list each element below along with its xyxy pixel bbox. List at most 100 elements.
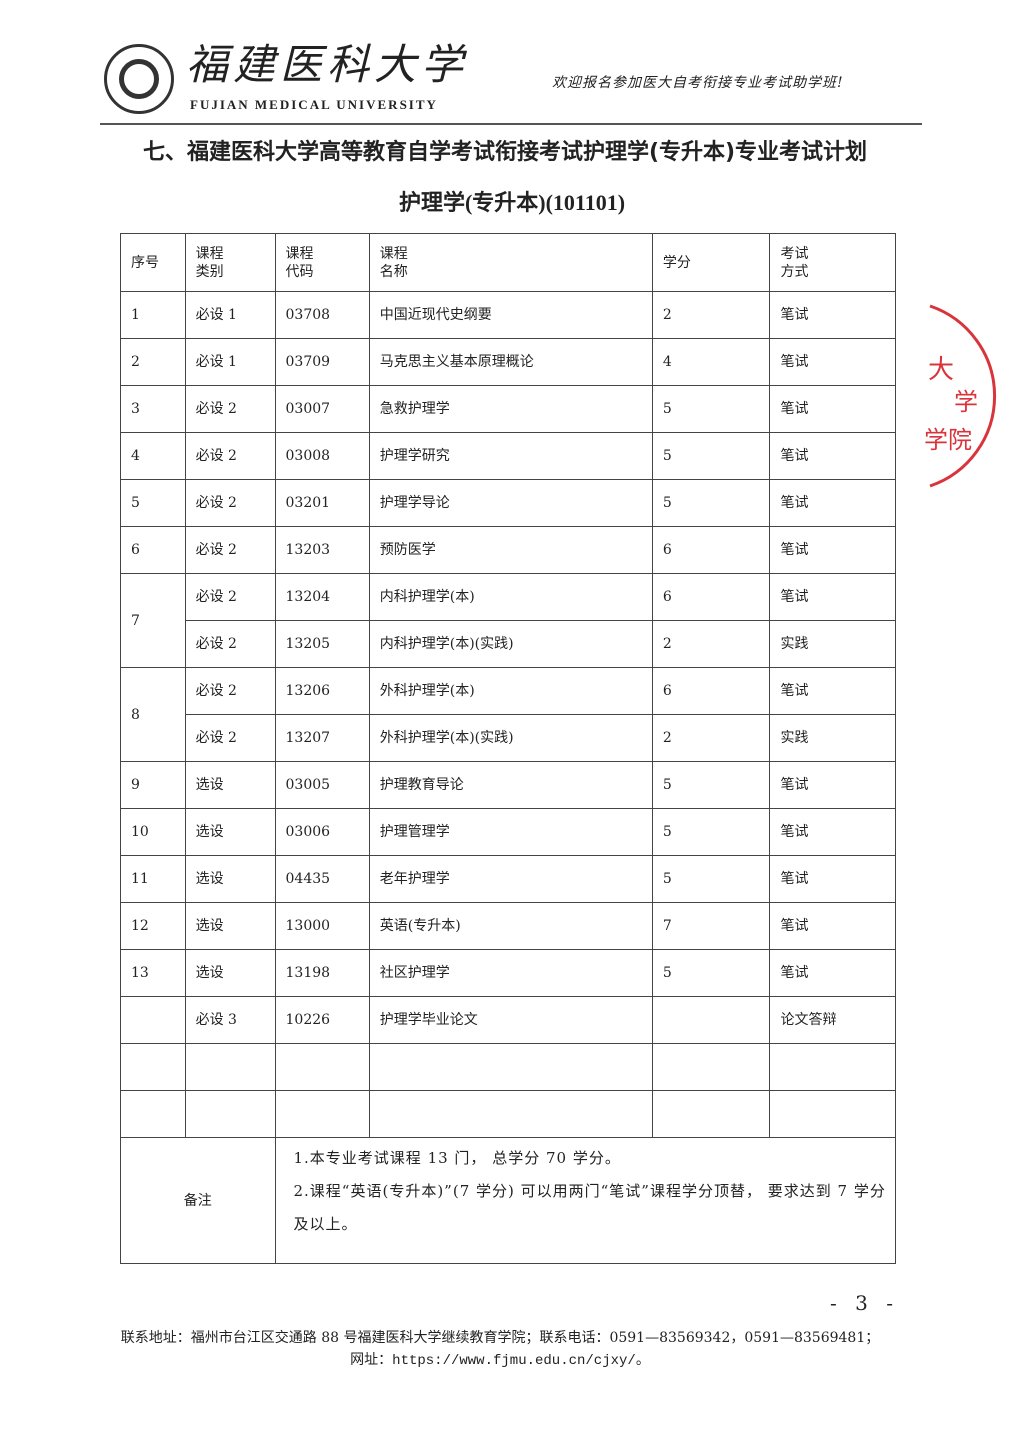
row-seq: 13: [120, 949, 186, 997]
course-credits: 5: [651, 432, 771, 480]
header-credits-label: 学分: [662, 254, 691, 271]
page-number: - 3 -: [830, 1291, 899, 1315]
course-category: 选设: [184, 761, 276, 809]
course-method: 笔试: [769, 902, 896, 950]
course-category: 必设 2: [184, 714, 276, 762]
course-category: 必设 2: [184, 526, 276, 574]
course-name: 护理学毕业论文: [368, 996, 653, 1044]
row-seq: 4: [120, 432, 186, 480]
course-credits: [651, 1090, 771, 1138]
table-row: 必设 2 13205 内科护理学(本)(实践) 2 实践: [121, 620, 896, 668]
course-method: 笔试: [769, 432, 896, 480]
course-name: 外科护理学(本)(实践): [368, 714, 653, 762]
table-row: 2 必设 1 03709 马克思主义基本原理概论 4 笔试: [120, 338, 896, 386]
course-name: 护理教育导论: [368, 761, 653, 809]
course-name: 急救护理学: [368, 385, 653, 433]
course-name: 护理管理学: [368, 808, 653, 856]
course-credits: 2: [651, 620, 771, 668]
course-code: 10226: [274, 996, 370, 1044]
course-code: 13206: [274, 667, 370, 715]
official-stamp: 大 学 学院: [924, 304, 997, 488]
course-credits: 6: [651, 526, 771, 574]
course-code: 13207: [274, 714, 370, 762]
course-code: 13203: [274, 526, 370, 574]
course-credits: [651, 996, 771, 1044]
course-credits: 4: [651, 338, 771, 386]
table-row: 必设 2 13207 外科护理学(本)(实践) 2 实践: [121, 714, 896, 762]
course-method: 论文答辩: [769, 996, 896, 1044]
notes-label: 备注: [120, 1137, 276, 1264]
course-credits: 2: [651, 291, 771, 339]
course-category: 必设 1: [184, 291, 276, 339]
course-code: 03708: [274, 291, 370, 339]
course-name: 外科护理学(本): [368, 667, 653, 715]
course-category: [184, 1043, 276, 1091]
course-method: 笔试: [769, 761, 896, 809]
table-row: 1 必设 1 03708 中国近现代史纲要 2 笔试: [120, 291, 896, 339]
course-credits: 5: [651, 479, 771, 527]
header-category-label: 课程类别: [195, 245, 224, 280]
course-method: [769, 1090, 896, 1138]
course-name: 老年护理学: [368, 855, 653, 903]
row-seq: 7: [120, 573, 186, 668]
note-item: 1.本专业考试课程 13 门， 总学分 70 学分。: [293, 1149, 621, 1167]
course-category: 必设 2: [184, 573, 276, 621]
course-name: 马克思主义基本原理概论: [368, 338, 653, 386]
course-name: 社区护理学: [368, 949, 653, 997]
course-method: 笔试: [769, 573, 896, 621]
header-code-label: 课程代码: [285, 245, 314, 280]
header-name: 课程名称: [368, 233, 653, 292]
row-seq: [120, 1043, 186, 1091]
header-seq: 序号: [120, 233, 186, 292]
header-seq-label: 序号: [131, 254, 159, 271]
course-credits: 5: [651, 949, 771, 997]
notes-content: 1.本专业考试课程 13 门， 总学分 70 学分。 2.课程“英语(专升本)”(…: [274, 1137, 896, 1264]
table-row: 5 必设 2 03201 护理学导论 5 笔试: [120, 479, 896, 527]
course-method: 笔试: [769, 808, 896, 856]
course-method: 实践: [769, 620, 896, 668]
course-category: 必设 2: [184, 479, 276, 527]
course-credits: 2: [651, 714, 771, 762]
course-code: 03006: [274, 808, 370, 856]
course-name: 护理学导论: [368, 479, 653, 527]
footer: 联系地址：福州市台江区交通路 88 号福建医科大学继续教育学院；联系电话：059…: [0, 1327, 1000, 1372]
course-credits: 6: [651, 667, 771, 715]
course-credits: 7: [651, 902, 771, 950]
header-slogan: 欢迎报名参加医大自考衔接专业考试助学班!: [552, 75, 844, 91]
footer-address: 联系地址：福州市台江区交通路 88 号福建医科大学继续教育学院；联系电话：059…: [120, 1330, 880, 1346]
page-title: 七、福建医科大学高等教育自学考试衔接考试护理学(专升本)专业考试计划: [142, 140, 868, 165]
row-seq: [120, 1090, 186, 1138]
course-method: 笔试: [769, 385, 896, 433]
course-method: 笔试: [769, 526, 896, 574]
stamp-char: 学院: [924, 426, 972, 454]
table-row: [120, 1090, 896, 1138]
course-category: 必设 2: [184, 432, 276, 480]
course-category: 选设: [184, 808, 276, 856]
table-row: 3 必设 2 03007 急救护理学 5 笔试: [120, 385, 896, 433]
website-link[interactable]: https://www.fjmu.edu.cn/cjxy/: [392, 1353, 636, 1369]
website-suffix: 。: [635, 1352, 650, 1368]
course-credits: 5: [651, 855, 771, 903]
course-method: 笔试: [769, 949, 896, 997]
notes-row: 备注 1.本专业考试课程 13 门， 总学分 70 学分。 2.课程“英语(专升本)…: [120, 1137, 896, 1264]
course-code: 03709: [274, 338, 370, 386]
header-code: 课程代码: [274, 233, 370, 292]
notes-list: 1.本专业考试课程 13 门， 总学分 70 学分。 2.课程“英语(专升本)”(…: [286, 1138, 896, 1263]
course-category: 必设 2: [184, 385, 276, 433]
course-name: 内科护理学(本): [368, 573, 653, 621]
course-code: 13204: [274, 573, 370, 621]
row-seq: 6: [120, 526, 186, 574]
course-category: 必设 3: [184, 996, 276, 1044]
row-seq: 10: [120, 808, 186, 856]
table-header-row: 序号 课程类别 课程代码 课程名称 学分 考试方式: [120, 233, 896, 292]
table-row: 13 选设 13198 社区护理学 5 笔试: [120, 949, 896, 997]
course-category: 必设 2: [184, 620, 276, 668]
table-row: 6 必设 2 13203 预防医学 6 笔试: [120, 526, 896, 574]
course-credits: 5: [651, 761, 771, 809]
course-method: 笔试: [769, 291, 896, 339]
row-seq: 3: [120, 385, 186, 433]
table-row: 11 选设 04435 老年护理学 5 笔试: [120, 855, 896, 903]
course-category: [184, 1090, 276, 1138]
page-subtitle: 护理学(专升本)(101101): [398, 190, 626, 215]
stamp-char: 大: [928, 355, 954, 385]
